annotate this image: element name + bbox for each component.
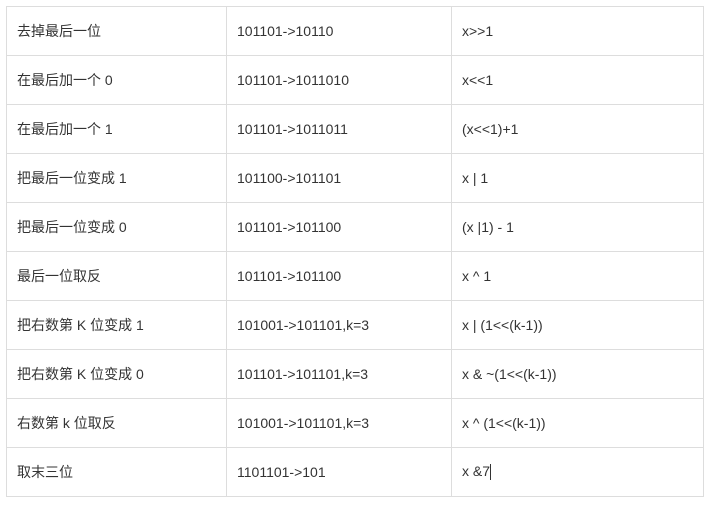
op-example: 101001->101101,k=3 — [227, 399, 452, 448]
op-expr: x ^ 1 — [452, 252, 704, 301]
op-desc: 取末三位 — [7, 448, 227, 497]
op-desc: 右数第 k 位取反 — [7, 399, 227, 448]
op-example: 101101->10110 — [227, 7, 452, 56]
op-expr: (x |1) - 1 — [452, 203, 704, 252]
op-expr: x & ~(1<<(k-1)) — [452, 350, 704, 399]
op-example: 1101101->101 — [227, 448, 452, 497]
op-expr-with-cursor: x &7 — [452, 448, 704, 497]
op-example: 101101->101101,k=3 — [227, 350, 452, 399]
op-expr: x ^ (1<<(k-1)) — [452, 399, 704, 448]
table-row: 把最后一位变成 0 101101->101100 (x |1) - 1 — [7, 203, 704, 252]
op-example: 101101->101100 — [227, 252, 452, 301]
op-desc: 把最后一位变成 0 — [7, 203, 227, 252]
table-row: 把右数第 K 位变成 1 101001->101101,k=3 x | (1<<… — [7, 301, 704, 350]
op-expr: x | (1<<(k-1)) — [452, 301, 704, 350]
op-example: 101101->1011010 — [227, 56, 452, 105]
table-body: 去掉最后一位 101101->10110 x>>1 在最后加一个 0 10110… — [7, 7, 704, 497]
op-expr: x>>1 — [452, 7, 704, 56]
table-row: 在最后加一个 1 101101->1011011 (x<<1)+1 — [7, 105, 704, 154]
text-cursor — [490, 464, 491, 480]
table-row: 最后一位取反 101101->101100 x ^ 1 — [7, 252, 704, 301]
op-example: 101001->101101,k=3 — [227, 301, 452, 350]
op-example: 101101->101100 — [227, 203, 452, 252]
op-expr: (x<<1)+1 — [452, 105, 704, 154]
op-desc: 把最后一位变成 1 — [7, 154, 227, 203]
bit-operations-table: 去掉最后一位 101101->10110 x>>1 在最后加一个 0 10110… — [6, 6, 704, 497]
op-desc: 在最后加一个 1 — [7, 105, 227, 154]
table-row: 去掉最后一位 101101->10110 x>>1 — [7, 7, 704, 56]
table-row: 在最后加一个 0 101101->1011010 x<<1 — [7, 56, 704, 105]
op-expr: x<<1 — [452, 56, 704, 105]
op-desc: 把右数第 K 位变成 0 — [7, 350, 227, 399]
table-row: 右数第 k 位取反 101001->101101,k=3 x ^ (1<<(k-… — [7, 399, 704, 448]
table-row: 取末三位 1101101->101 x &7 — [7, 448, 704, 497]
op-example: 101101->1011011 — [227, 105, 452, 154]
op-desc: 把右数第 K 位变成 1 — [7, 301, 227, 350]
op-expr: x &7 — [462, 463, 490, 479]
table-row: 把最后一位变成 1 101100->101101 x | 1 — [7, 154, 704, 203]
op-expr: x | 1 — [452, 154, 704, 203]
op-example: 101100->101101 — [227, 154, 452, 203]
op-desc: 在最后加一个 0 — [7, 56, 227, 105]
op-desc: 去掉最后一位 — [7, 7, 227, 56]
table-row: 把右数第 K 位变成 0 101101->101101,k=3 x & ~(1<… — [7, 350, 704, 399]
op-desc: 最后一位取反 — [7, 252, 227, 301]
